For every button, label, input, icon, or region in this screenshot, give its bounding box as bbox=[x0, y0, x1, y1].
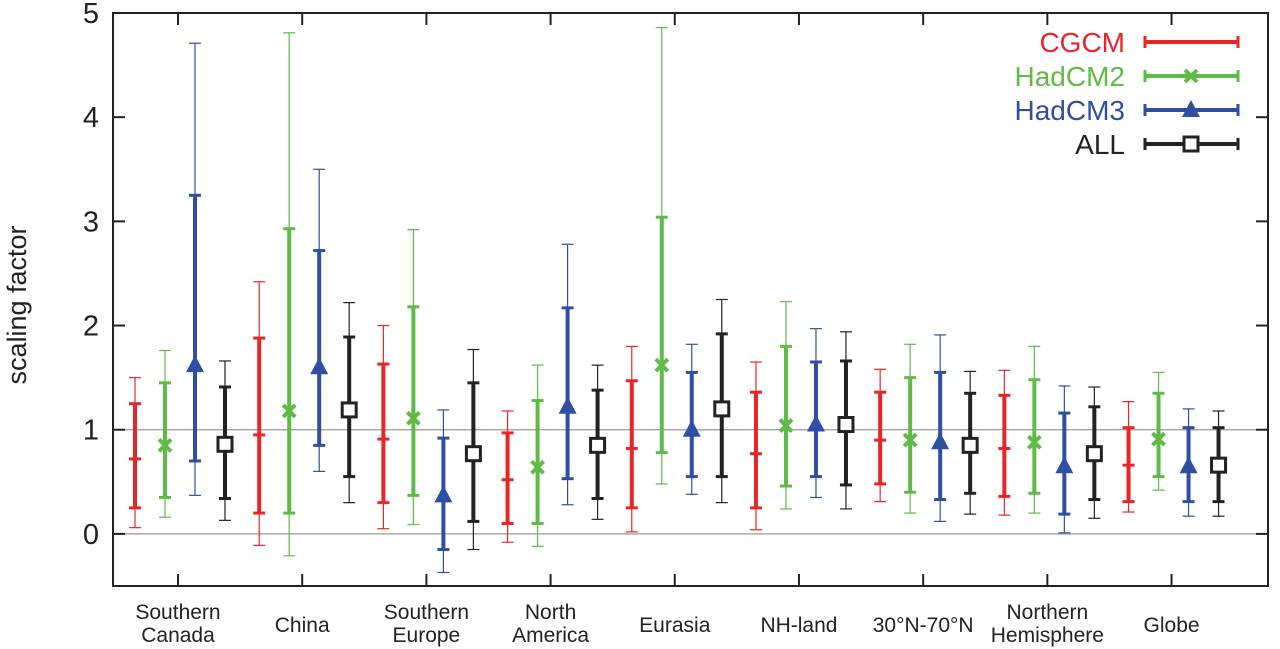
point-marker bbox=[961, 436, 979, 454]
legend-item-hadcm2: HadCM2 bbox=[1015, 61, 1240, 92]
point-marker bbox=[464, 445, 482, 463]
series-hadcm3 bbox=[186, 42, 1198, 574]
series-hadcm2 bbox=[157, 26, 1166, 557]
point-marker bbox=[837, 416, 855, 434]
point-marker bbox=[558, 396, 577, 414]
point-marker bbox=[713, 400, 731, 418]
category-label: Eurasia bbox=[639, 614, 711, 637]
point-marker bbox=[281, 403, 297, 419]
point-marker bbox=[1182, 135, 1200, 153]
point-marker bbox=[1210, 456, 1228, 474]
legend-label: HadCM2 bbox=[1015, 61, 1125, 92]
point-marker bbox=[216, 435, 234, 453]
point-marker bbox=[778, 418, 794, 433]
y-axis-ticks: 0 1 2 3 4 5 bbox=[83, 0, 1268, 551]
x-axis-ticks: Southern Canada China Southern Europe North Am… bbox=[135, 13, 1200, 647]
point-marker bbox=[806, 414, 825, 432]
category-label: China bbox=[275, 614, 330, 637]
category-label: Southern Canada bbox=[135, 601, 220, 647]
plot-frame bbox=[112, 12, 1269, 587]
point-marker bbox=[1183, 68, 1199, 84]
point-marker bbox=[1055, 456, 1074, 474]
point-marker bbox=[1151, 431, 1166, 447]
point-marker bbox=[157, 437, 173, 453]
point-marker bbox=[530, 459, 545, 475]
point-marker bbox=[902, 432, 918, 448]
point-marker bbox=[1179, 456, 1198, 474]
point-marker bbox=[682, 419, 701, 437]
category-label: Northern Hemisphere bbox=[991, 601, 1104, 647]
y-tick-label: 2 bbox=[83, 311, 99, 343]
legend-label: ALL bbox=[1075, 129, 1125, 160]
point-marker bbox=[405, 410, 421, 426]
y-axis-label: scaling factor bbox=[2, 225, 32, 384]
y-tick-label: 4 bbox=[83, 102, 99, 134]
error-bars bbox=[129, 26, 1228, 574]
y-tick-label: 0 bbox=[83, 519, 99, 551]
point-marker bbox=[931, 432, 950, 450]
point-marker bbox=[1182, 100, 1200, 117]
y-tick-label: 3 bbox=[83, 206, 99, 238]
point-marker bbox=[589, 436, 607, 454]
point-marker bbox=[310, 357, 329, 375]
series-cgcm bbox=[129, 281, 1135, 546]
point-marker bbox=[434, 485, 453, 503]
series-all bbox=[216, 298, 1228, 551]
legend-item-hadcm3: HadCM3 bbox=[1015, 95, 1240, 126]
point-marker bbox=[1085, 445, 1103, 463]
category-label: 30°N-70°N bbox=[873, 614, 974, 637]
point-marker bbox=[1026, 434, 1042, 450]
category-label: North America bbox=[512, 601, 589, 647]
y-tick-label: 5 bbox=[83, 0, 99, 30]
point-marker bbox=[654, 357, 670, 373]
category-label: Southern Europe bbox=[384, 601, 469, 647]
legend-item-all: ALL bbox=[1075, 129, 1240, 160]
point-marker bbox=[340, 401, 358, 419]
legend-item-cgcm: CGCM bbox=[1039, 27, 1240, 58]
point-marker bbox=[186, 355, 204, 373]
legend-label: CGCM bbox=[1039, 27, 1125, 58]
category-label: Globe bbox=[1144, 614, 1200, 637]
y-tick-label: 1 bbox=[83, 415, 99, 447]
category-label: NH-land bbox=[760, 614, 837, 637]
legend-label: HadCM3 bbox=[1015, 95, 1125, 126]
